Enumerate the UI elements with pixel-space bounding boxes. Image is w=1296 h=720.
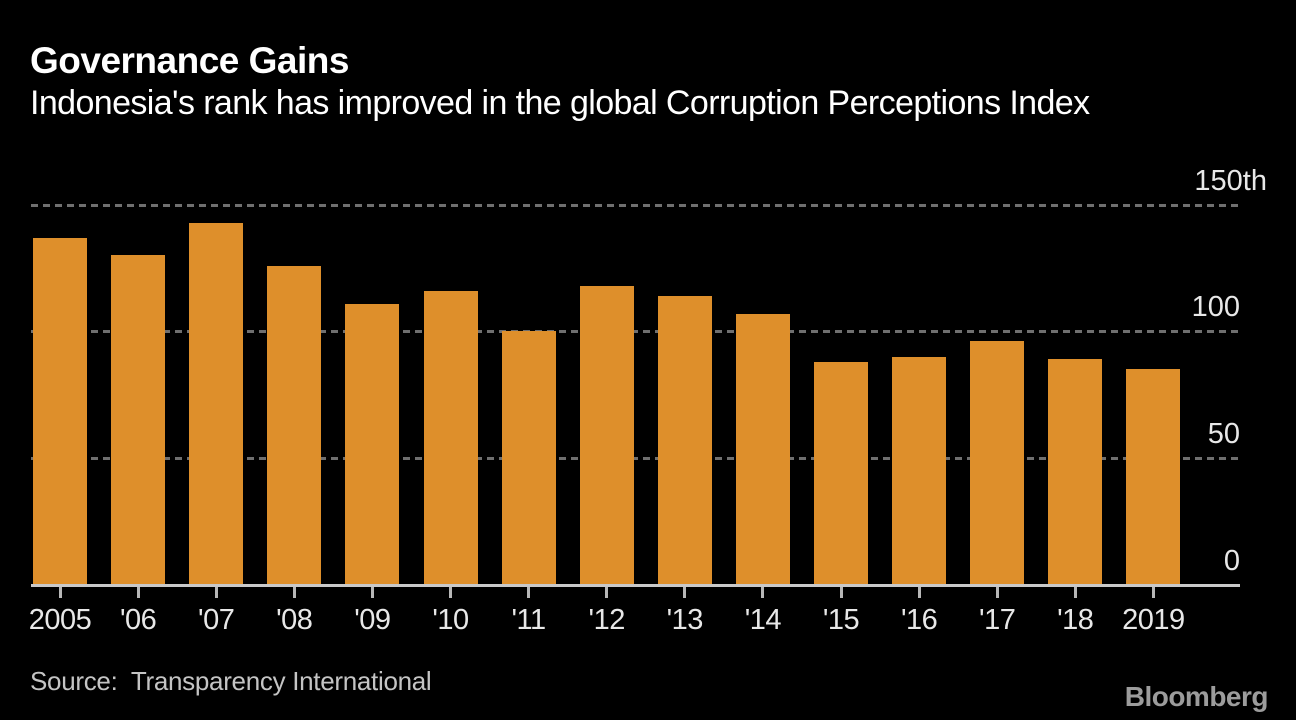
x-tick-'07 xyxy=(214,587,218,598)
x-axis-label-'13: '13 xyxy=(666,604,704,636)
x-axis-label-'17: '17 xyxy=(979,604,1016,636)
bar-'11 xyxy=(501,331,556,584)
x-tick-'13 xyxy=(683,587,687,598)
x-tick-'09 xyxy=(370,587,374,598)
x-axis-label-'07: '07 xyxy=(198,604,235,636)
source-note: Source: Transparency International xyxy=(30,666,432,696)
x-axis-label-'08: '08 xyxy=(276,604,313,636)
y-axis-label-50: 50 xyxy=(1207,417,1240,450)
x-tick-'10 xyxy=(449,587,452,598)
bar-'18 xyxy=(1048,359,1103,584)
x-tick-'06 xyxy=(136,587,140,598)
bar-'08 xyxy=(267,265,322,584)
bar-'12 xyxy=(579,285,634,584)
x-tick-'18 xyxy=(1073,587,1077,598)
gridline-150 xyxy=(31,203,1240,207)
bar-'14 xyxy=(735,313,790,584)
y-axis-label-0: 0 xyxy=(1223,545,1240,577)
x-axis-label-2019: 2019 xyxy=(1122,604,1185,636)
x-axis-label-'16: '16 xyxy=(900,604,938,636)
x-tick-2005 xyxy=(58,587,62,598)
bloomberg-logo: Bloomberg xyxy=(1124,681,1269,712)
bar-2019 xyxy=(1126,369,1181,584)
bar-'07 xyxy=(189,222,244,584)
bar-'16 xyxy=(892,356,947,584)
x-axis-label-'15: '15 xyxy=(822,604,860,636)
x-axis-label-'09: '09 xyxy=(354,604,391,636)
bar-'17 xyxy=(970,341,1025,584)
y-axis-label-150: 150th xyxy=(1194,164,1267,197)
bar-'13 xyxy=(657,295,712,584)
x-axis-label-'10: '10 xyxy=(432,604,469,636)
x-tick-'14 xyxy=(761,587,765,598)
x-axis-label-'12: '12 xyxy=(588,604,626,636)
gridline-50 xyxy=(31,456,1240,460)
bar-'06 xyxy=(111,255,166,584)
bar-2005 xyxy=(33,237,87,584)
bar-'10 xyxy=(423,290,478,584)
x-tick-'08 xyxy=(292,587,296,598)
chart-title: Governance Gains xyxy=(30,40,349,81)
x-tick-'11 xyxy=(527,587,531,598)
bar-'15 xyxy=(814,361,868,584)
x-axis-line xyxy=(31,584,1240,587)
x-axis-label-'11: '11 xyxy=(511,604,547,636)
gridline-100 xyxy=(31,330,1240,334)
x-tick-'17 xyxy=(995,587,999,598)
x-axis-label-'14: '14 xyxy=(744,604,782,636)
x-tick-'12 xyxy=(605,587,609,598)
y-axis-label-100: 100 xyxy=(1191,291,1240,324)
x-tick-'16 xyxy=(917,587,921,598)
chart-subtitle: Indonesia's rank has improved in the glo… xyxy=(30,84,1090,122)
x-tick-2019 xyxy=(1151,587,1155,598)
x-tick-'15 xyxy=(839,587,843,598)
x-axis-label-'06: '06 xyxy=(119,604,157,636)
x-axis-label-'18: '18 xyxy=(1057,604,1094,636)
bar-'09 xyxy=(345,303,400,584)
x-axis-label-2005: 2005 xyxy=(28,604,92,636)
